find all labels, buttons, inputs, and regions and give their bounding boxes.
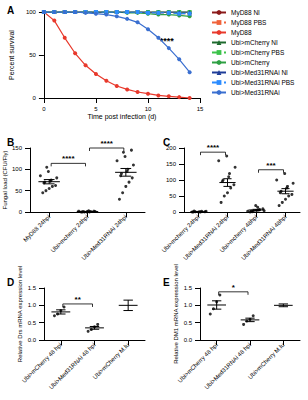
svg-text:Time post infection (d): Time post infection (d): [87, 113, 156, 121]
svg-text:Ubi>Med31RNAi 48 hpi: Ubi>Med31RNAi 48 hpi: [48, 342, 97, 391]
svg-text:D: D: [7, 277, 14, 288]
svg-text:Ubi>Med31RNAi PBS: Ubi>Med31RNAi PBS: [231, 79, 295, 86]
svg-text:****: ****: [207, 143, 220, 152]
svg-text:***: ***: [266, 161, 276, 170]
svg-text:C: C: [163, 137, 170, 148]
svg-text:Ubi>mCherry 48 hpi: Ubi>mCherry 48 hpi: [176, 341, 219, 384]
svg-text:10: 10: [145, 106, 152, 112]
svg-text:Ubi>mcherry 24hpi: Ubi>mcherry 24hpi: [160, 213, 201, 254]
svg-text:Fungal load (CFU/Fly): Fungal load (CFU/Fly): [2, 150, 8, 209]
svg-text:Ubi>mCherry M.lu: Ubi>mCherry M.lu: [92, 342, 130, 380]
svg-text:0.5: 0.5: [28, 320, 37, 326]
svg-text:Ubi>Med31RNAi 48 hpi: Ubi>Med31RNAi 48 hpi: [204, 342, 253, 391]
svg-text:50: 50: [29, 52, 36, 58]
svg-text:MyD88: MyD88: [231, 29, 252, 37]
svg-text:15: 15: [197, 106, 204, 112]
svg-text:MyD88 24hpi: MyD88 24hpi: [22, 214, 51, 243]
svg-text:Ubi>mcherry 48hpi: Ubi>mcherry 48hpi: [218, 213, 259, 254]
svg-text:Ubi>mCherry: Ubi>mCherry: [231, 59, 270, 67]
svg-text:150: 150: [166, 161, 177, 167]
svg-text:Ubi>mcherry 24hpi: Ubi>mcherry 24hpi: [50, 214, 90, 254]
svg-text:Ubi>Med31RNAi 24hpi: Ubi>Med31RNAi 24hpi: [81, 214, 128, 261]
svg-text:MyD88 NI: MyD88 NI: [231, 9, 260, 17]
svg-text:1.0: 1.0: [184, 302, 193, 308]
svg-text:200: 200: [166, 145, 176, 151]
svg-text:****: ****: [62, 154, 75, 163]
svg-text:E: E: [163, 277, 170, 288]
svg-text:50: 50: [15, 188, 22, 194]
svg-text:Ubi>Med31RNAi NI: Ubi>Med31RNAi NI: [231, 69, 288, 76]
svg-text:0: 0: [42, 106, 46, 112]
svg-text:100: 100: [12, 166, 23, 172]
svg-text:100: 100: [26, 9, 37, 15]
svg-text:MyD88 PBS: MyD88 PBS: [231, 19, 267, 27]
svg-text:**: **: [75, 295, 82, 304]
svg-text:1.0: 1.0: [28, 302, 37, 308]
svg-text:0: 0: [19, 209, 23, 215]
svg-text:100: 100: [166, 177, 177, 183]
svg-text:Ubi>Med31RNAi: Ubi>Med31RNAi: [231, 89, 280, 96]
svg-text:Ubi>Med31RNAi 48hpi: Ubi>Med31RNAi 48hpi: [240, 214, 287, 261]
svg-text:150: 150: [12, 145, 22, 151]
svg-text:Percent survival: Percent survival: [8, 30, 15, 80]
svg-text:Relative Drs mRNA expression l: Relative Drs mRNA expression level: [17, 266, 23, 362]
svg-text:Ubi>mCherry PBS: Ubi>mCherry PBS: [231, 49, 285, 57]
svg-text:0: 0: [173, 209, 177, 215]
svg-text:0.5: 0.5: [184, 320, 193, 326]
svg-text:Relative DM1 mRNA expression l: Relative DM1 mRNA expression level: [173, 264, 179, 364]
svg-text:0.0: 0.0: [28, 337, 37, 343]
svg-text:B: B: [7, 137, 14, 148]
svg-text:Ubi>mCherry M.lu: Ubi>mCherry M.lu: [247, 342, 285, 380]
svg-text:0.0: 0.0: [184, 337, 193, 343]
svg-text:1.5: 1.5: [184, 285, 193, 291]
svg-text:Ubi>mCherry NI: Ubi>mCherry NI: [231, 39, 278, 47]
svg-text:5: 5: [94, 106, 98, 112]
svg-text:Ubi>mCherry 48 hpi: Ubi>mCherry 48 hpi: [21, 341, 63, 384]
svg-text:50: 50: [169, 193, 176, 199]
svg-text:A: A: [7, 5, 14, 16]
svg-text:1.5: 1.5: [28, 285, 37, 291]
svg-text:Ubi>Med31RNAi 24hpi: Ubi>Med31RNAi 24hpi: [182, 213, 230, 262]
svg-text:****: ****: [100, 139, 113, 148]
svg-text:*: *: [232, 283, 236, 292]
svg-text:0: 0: [33, 95, 37, 101]
